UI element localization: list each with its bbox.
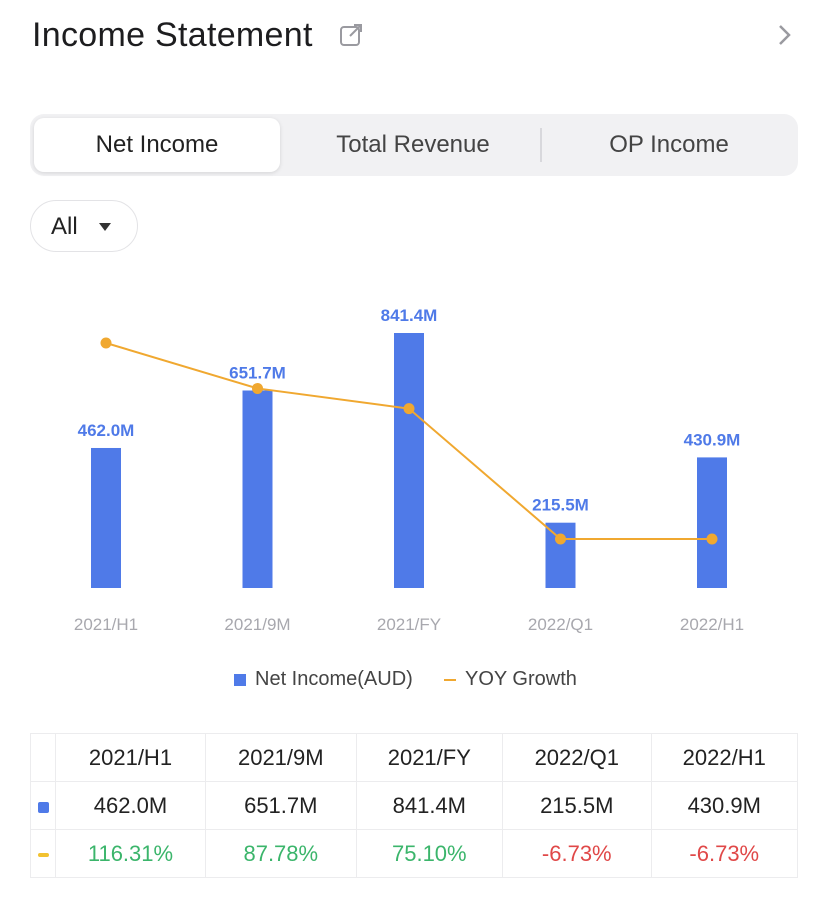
table-corner-cell [30,733,56,782]
tab-op-income[interactable]: OP Income [609,131,729,158]
chevron-right-icon[interactable] [776,22,794,48]
x-tick-label: 2021/H1 [74,615,138,634]
period-filter-dropdown[interactable]: All [30,200,138,252]
bar-2021/9M [242,390,273,588]
tab-net-income[interactable]: Net Income [34,118,280,172]
caret-down-icon [99,223,111,231]
net-income-marker-icon [37,801,49,813]
table-cell: 462.0M [55,781,206,830]
external-link-icon[interactable] [338,22,364,48]
table-row-net-income: 462.0M 651.7M 841.4M 215.5M 430.9M [30,781,799,830]
yoy-point-2022/H1 [706,533,718,545]
bar-value-label: 462.0M [78,421,135,440]
table-cell: -6.73% [650,829,799,878]
net-income-marker-cell [30,781,56,830]
table-header-row: 2021/H1 2021/9M 2021/FY 2022/Q1 2022/H1 [30,733,799,782]
table-header-cell: 2021/9M [204,733,357,782]
yoy-point-2021/9M [252,382,263,394]
legend-line-swatch [444,679,456,681]
yoy-point-2021/H1 [100,337,112,349]
page-title: Income Statement [32,16,313,54]
bar-2021/FY [394,333,424,588]
x-tick-label: 2021/FY [377,615,441,634]
bar-value-label: 215.5M [532,496,589,515]
bar-value-label: 430.9M [684,430,741,449]
x-tick-label: 2022/H1 [680,615,744,634]
legend-net-income-label: Net Income(AUD) [255,668,413,690]
table-cell: 841.4M [355,781,504,830]
table-cell: 116.31% [55,829,206,878]
table-cell: 75.10% [355,829,504,878]
table-cell: 87.78% [204,829,357,878]
tab-total-revenue[interactable]: Total Revenue [336,131,490,158]
table-header-cell: 2021/FY [355,733,504,782]
x-tick-label: 2022/Q1 [528,615,593,634]
table-cell: -6.73% [502,829,652,878]
yoy-marker-cell [30,829,56,878]
header: Income Statement [32,14,802,60]
tab-divider [540,128,542,162]
table-header-cell: 2022/Q1 [502,733,652,782]
yoy-point-2022/Q1 [555,533,566,545]
bar-value-label: 651.7M [229,363,286,382]
legend-yoy-label: YOY Growth [465,668,577,690]
bar-2022/H1 [697,457,727,588]
x-tick-label: 2021/9M [224,615,290,634]
period-filter-value: All [51,213,78,240]
metric-tabs: Net Income Total Revenue OP Income [30,114,798,176]
table-header-cell: 2021/H1 [55,733,206,782]
chart-legend: Net Income(AUD) YOY Growth [0,666,828,696]
table-cell: 430.9M [650,781,799,830]
table-cell: 215.5M [502,781,652,830]
net-income-chart: 462.0M 2021/H1 651.7M 2021/9M 841.4M 2021/FY 2… [74,306,744,634]
table-cell: 651.7M [204,781,357,830]
table-row-yoy-growth: 116.31% 87.78% 75.10% -6.73% -6.73% [30,829,799,878]
legend-bar-swatch [234,674,246,686]
yoy-point-2021/FY [403,403,415,415]
data-table: 2021/H1 2021/9M 2021/FY 2022/Q1 2022/H1 … [30,733,799,878]
bar-2022/Q1 [545,522,576,588]
bar-value-label: 841.4M [381,306,438,325]
table-header-cell: 2022/H1 [650,733,799,782]
bar-2021/H1 [91,447,121,588]
yoy-marker-icon [37,852,49,857]
